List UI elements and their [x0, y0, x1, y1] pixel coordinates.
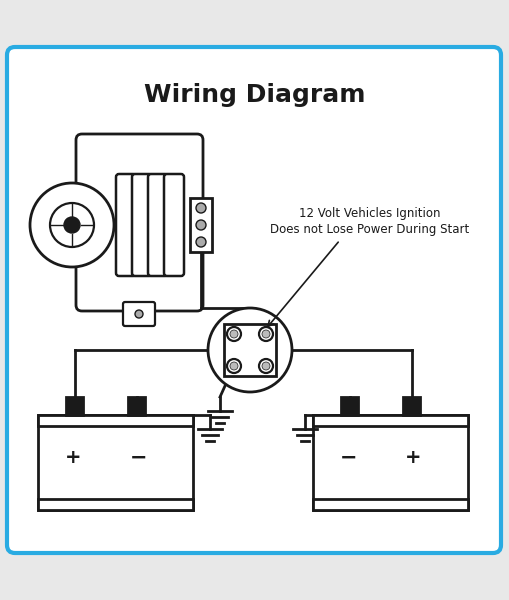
- Bar: [313, 415, 467, 427]
- Text: −: −: [338, 448, 356, 468]
- Circle shape: [227, 327, 241, 341]
- Circle shape: [64, 217, 80, 233]
- FancyBboxPatch shape: [7, 47, 500, 553]
- Text: 12 Volt Vehicles Ignition: 12 Volt Vehicles Ignition: [299, 207, 440, 220]
- Circle shape: [262, 330, 269, 338]
- FancyBboxPatch shape: [76, 134, 203, 311]
- Bar: [190, 198, 212, 252]
- FancyBboxPatch shape: [123, 302, 155, 326]
- FancyBboxPatch shape: [148, 174, 167, 276]
- Circle shape: [30, 183, 114, 267]
- Bar: [313, 499, 467, 510]
- Circle shape: [195, 237, 206, 247]
- Circle shape: [50, 203, 94, 247]
- Bar: [38, 415, 192, 427]
- Circle shape: [230, 362, 238, 370]
- Circle shape: [135, 310, 143, 318]
- Circle shape: [262, 362, 269, 370]
- Text: Does not Lose Power During Start: Does not Lose Power During Start: [270, 223, 469, 236]
- Bar: [128, 397, 145, 415]
- Bar: [223, 324, 275, 376]
- Bar: [66, 397, 83, 415]
- Circle shape: [208, 308, 292, 392]
- Circle shape: [230, 330, 238, 338]
- Circle shape: [259, 327, 272, 341]
- FancyBboxPatch shape: [164, 174, 184, 276]
- Circle shape: [259, 359, 272, 373]
- Text: −: −: [129, 448, 147, 468]
- Bar: [38, 499, 192, 510]
- Text: Wiring Diagram: Wiring Diagram: [144, 83, 365, 107]
- Bar: [341, 397, 357, 415]
- Bar: [313, 415, 467, 510]
- FancyBboxPatch shape: [116, 174, 136, 276]
- Circle shape: [195, 203, 206, 213]
- Bar: [38, 415, 192, 510]
- Bar: [403, 397, 419, 415]
- Text: +: +: [404, 448, 420, 467]
- FancyBboxPatch shape: [132, 174, 152, 276]
- Circle shape: [227, 359, 241, 373]
- Text: +: +: [65, 448, 81, 467]
- Circle shape: [195, 220, 206, 230]
